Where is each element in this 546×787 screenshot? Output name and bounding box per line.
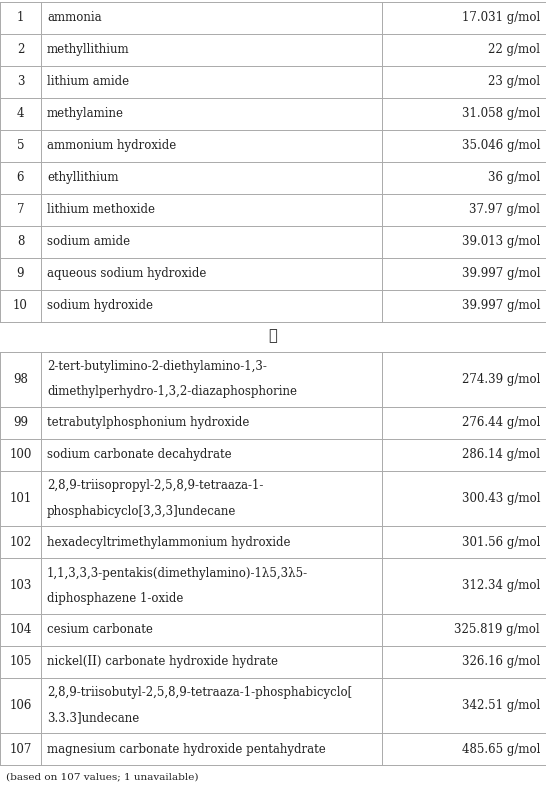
Text: 3.3.3]undecane: 3.3.3]undecane bbox=[47, 711, 139, 725]
Text: 17.031 g/mol: 17.031 g/mol bbox=[462, 12, 540, 24]
Text: ammonium hydroxide: ammonium hydroxide bbox=[47, 139, 176, 153]
Text: lithium methoxide: lithium methoxide bbox=[47, 203, 155, 216]
Text: 312.34 g/mol: 312.34 g/mol bbox=[462, 579, 540, 593]
Text: (based on 107 values; 1 unavailable): (based on 107 values; 1 unavailable) bbox=[6, 773, 199, 781]
Text: ⋮: ⋮ bbox=[269, 330, 277, 344]
Text: 276.44 g/mol: 276.44 g/mol bbox=[461, 416, 540, 430]
Text: 5: 5 bbox=[17, 139, 24, 153]
Text: 300.43 g/mol: 300.43 g/mol bbox=[461, 492, 540, 505]
Text: dimethylperhydro-1,3,2-diazaphosphorine: dimethylperhydro-1,3,2-diazaphosphorine bbox=[47, 386, 297, 398]
Text: nickel(II) carbonate hydroxide hydrate: nickel(II) carbonate hydroxide hydrate bbox=[47, 655, 278, 668]
Text: 101: 101 bbox=[9, 492, 32, 505]
Text: 104: 104 bbox=[9, 623, 32, 636]
Text: 36 g/mol: 36 g/mol bbox=[488, 172, 540, 184]
Text: lithium amide: lithium amide bbox=[47, 76, 129, 88]
Text: 485.65 g/mol: 485.65 g/mol bbox=[461, 742, 540, 756]
Text: methylamine: methylamine bbox=[47, 107, 124, 120]
Text: 22 g/mol: 22 g/mol bbox=[488, 43, 540, 57]
Text: 10: 10 bbox=[13, 299, 28, 312]
Text: 4: 4 bbox=[17, 107, 24, 120]
Text: 100: 100 bbox=[9, 449, 32, 461]
Text: 39.013 g/mol: 39.013 g/mol bbox=[461, 235, 540, 248]
Text: magnesium carbonate hydroxide pentahydrate: magnesium carbonate hydroxide pentahydra… bbox=[47, 742, 326, 756]
Text: methyllithium: methyllithium bbox=[47, 43, 129, 57]
Text: 301.56 g/mol: 301.56 g/mol bbox=[461, 536, 540, 549]
Text: 286.14 g/mol: 286.14 g/mol bbox=[462, 449, 540, 461]
Text: sodium carbonate decahydrate: sodium carbonate decahydrate bbox=[47, 449, 232, 461]
Text: 7: 7 bbox=[17, 203, 24, 216]
Text: sodium hydroxide: sodium hydroxide bbox=[47, 299, 153, 312]
Text: 106: 106 bbox=[9, 699, 32, 711]
Text: 2,8,9-triisopropyl-2,5,8,9-tetraaza-1-: 2,8,9-triisopropyl-2,5,8,9-tetraaza-1- bbox=[47, 479, 263, 493]
Text: 9: 9 bbox=[17, 268, 24, 280]
Text: hexadecyltrimethylammonium hydroxide: hexadecyltrimethylammonium hydroxide bbox=[47, 536, 290, 549]
Text: tetrabutylphosphonium hydroxide: tetrabutylphosphonium hydroxide bbox=[47, 416, 250, 430]
Text: aqueous sodium hydroxide: aqueous sodium hydroxide bbox=[47, 268, 206, 280]
Text: 105: 105 bbox=[9, 655, 32, 668]
Text: 107: 107 bbox=[9, 742, 32, 756]
Text: 2-tert-butylimino-2-diethylamino-1,3-: 2-tert-butylimino-2-diethylamino-1,3- bbox=[47, 360, 267, 373]
Text: 37.97 g/mol: 37.97 g/mol bbox=[469, 203, 540, 216]
Text: diphosphazene 1-oxide: diphosphazene 1-oxide bbox=[47, 592, 183, 605]
Text: 274.39 g/mol: 274.39 g/mol bbox=[461, 373, 540, 386]
Text: 98: 98 bbox=[13, 373, 28, 386]
Text: 342.51 g/mol: 342.51 g/mol bbox=[462, 699, 540, 711]
Text: 3: 3 bbox=[17, 76, 24, 88]
Text: 39.997 g/mol: 39.997 g/mol bbox=[461, 268, 540, 280]
Text: ethyllithium: ethyllithium bbox=[47, 172, 118, 184]
Text: 6: 6 bbox=[17, 172, 24, 184]
Text: 103: 103 bbox=[9, 579, 32, 593]
Text: 102: 102 bbox=[9, 536, 32, 549]
Text: 1: 1 bbox=[17, 12, 24, 24]
Text: 35.046 g/mol: 35.046 g/mol bbox=[461, 139, 540, 153]
Text: 2,8,9-triisobutyl-2,5,8,9-tetraaza-1-phosphabicyclo[: 2,8,9-triisobutyl-2,5,8,9-tetraaza-1-pho… bbox=[47, 686, 352, 699]
Text: 325.819 g/mol: 325.819 g/mol bbox=[454, 623, 540, 636]
Text: cesium carbonate: cesium carbonate bbox=[47, 623, 153, 636]
Text: 99: 99 bbox=[13, 416, 28, 430]
Text: phosphabicyclo[3,3,3]undecane: phosphabicyclo[3,3,3]undecane bbox=[47, 504, 236, 518]
Text: 31.058 g/mol: 31.058 g/mol bbox=[462, 107, 540, 120]
Text: sodium amide: sodium amide bbox=[47, 235, 130, 248]
Text: ammonia: ammonia bbox=[47, 12, 102, 24]
Text: 2: 2 bbox=[17, 43, 24, 57]
Text: 23 g/mol: 23 g/mol bbox=[488, 76, 540, 88]
Text: 8: 8 bbox=[17, 235, 24, 248]
Text: 39.997 g/mol: 39.997 g/mol bbox=[461, 299, 540, 312]
Text: 1,1,3,3,3-pentakis(dimethylamino)-1λ5,3λ5-: 1,1,3,3,3-pentakis(dimethylamino)-1λ5,3λ… bbox=[47, 567, 308, 580]
Text: 326.16 g/mol: 326.16 g/mol bbox=[462, 655, 540, 668]
